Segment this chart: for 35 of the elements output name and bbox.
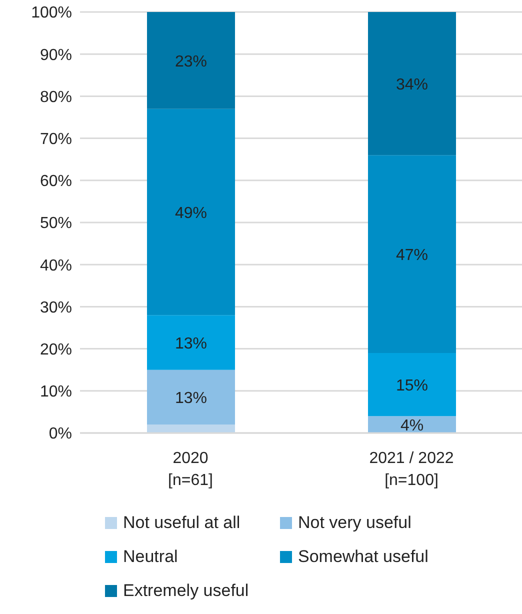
y-tick-label: 100% [31, 4, 72, 22]
legend-label: Extremely useful [123, 581, 249, 601]
bar [147, 370, 235, 425]
y-tick-label: 40% [40, 257, 72, 274]
y-tick-label: 50% [40, 215, 72, 232]
y-tick-label: 10% [40, 384, 72, 401]
legend-label: Not useful at all [123, 513, 240, 533]
bar [147, 424, 235, 433]
data-label: 13% [174, 335, 208, 352]
bar [368, 12, 456, 156]
y-tick-label: 30% [40, 299, 72, 316]
bar [147, 12, 235, 109]
data-label: 49% [174, 204, 208, 222]
data-label: 13% [174, 390, 208, 408]
bar [147, 315, 235, 370]
y-tick-label: 0% [48, 426, 72, 443]
bar [147, 108, 235, 316]
y-tick-label: 20% [40, 341, 72, 358]
data-label: 47% [396, 247, 428, 264]
data-label: 23% [174, 53, 208, 70]
data-label: 15% [396, 378, 428, 395]
y-tick-label: 90% [40, 46, 72, 64]
legend-label: Somewhat useful [298, 547, 428, 567]
legend-label: Neutral [123, 547, 178, 567]
y-tick-label: 60% [40, 173, 72, 190]
y-tick-label: 70% [40, 130, 72, 148]
bar [368, 416, 456, 433]
x-tick-label: 2021 / 2022 [n=100] [369, 450, 454, 489]
data-label: 34% [396, 76, 428, 94]
x-tick-label: 2020 [n=61] [168, 450, 213, 489]
legend-label: Not very useful [298, 513, 412, 533]
bar [368, 155, 456, 354]
data-label: 4% [400, 418, 424, 435]
bar [368, 353, 456, 416]
y-tick-label: 80% [40, 88, 72, 106]
